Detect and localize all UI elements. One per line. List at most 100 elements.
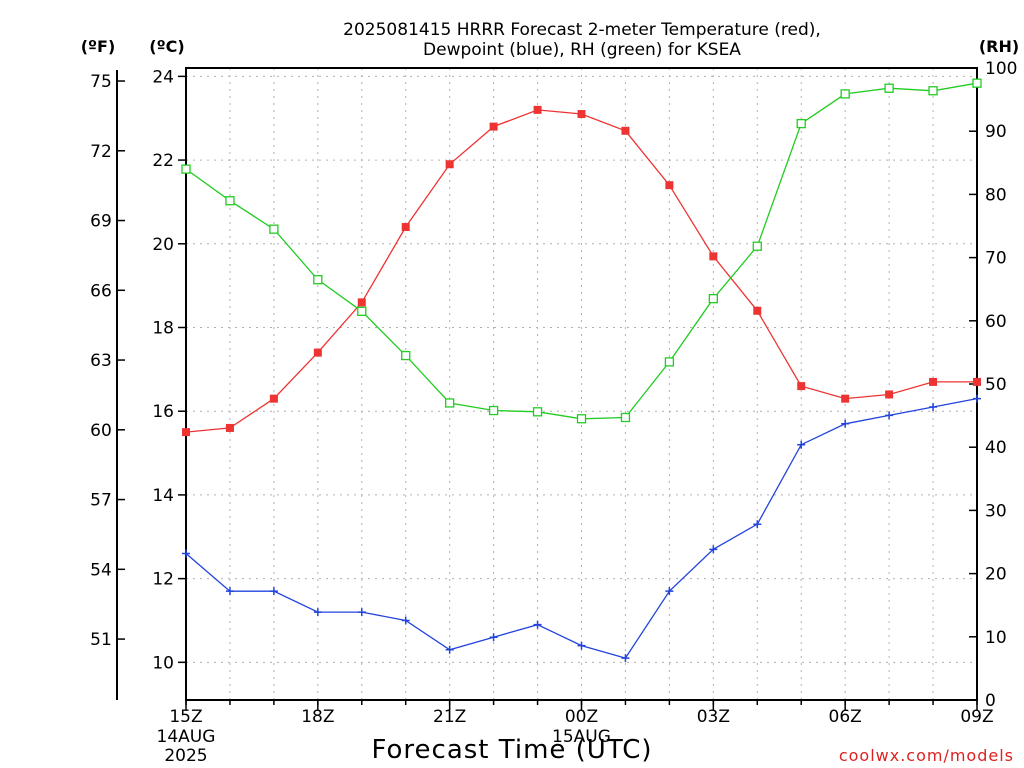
fahrenheit-tick-label: 54: [90, 560, 112, 580]
rh-point: [796, 118, 806, 129]
temperature-point: [841, 394, 850, 403]
dewpoint-point: [753, 520, 762, 529]
x-tick-label: 18Z: [301, 707, 334, 727]
dewpoint-point: [225, 587, 234, 596]
dewpoint-point: [533, 620, 542, 629]
dewpoint-point: [401, 616, 410, 625]
dewpoint-line: [185, 397, 978, 659]
temperature-point: [401, 223, 410, 232]
celsius-tick-label: 18: [152, 318, 174, 338]
rh-point: [620, 412, 631, 423]
rh-tick-label: 80: [985, 185, 1007, 205]
x-date-label: 14AUG: [157, 727, 216, 747]
rh-tick-label: 90: [985, 122, 1007, 142]
x-tick-label: 00Z: [565, 707, 598, 727]
temperature-point: [929, 377, 938, 386]
fahrenheit-tick-label: 63: [90, 351, 112, 371]
temperature-point: [533, 105, 542, 114]
x-tick-label: 15Z: [169, 707, 202, 727]
celsius-tick-label: 20: [152, 235, 174, 255]
rh-tick-label: 60: [985, 312, 1007, 332]
x-tick-label: 03Z: [697, 707, 730, 727]
dewpoint-point: [577, 641, 586, 650]
dewpoint-point: [797, 440, 806, 449]
rh-point: [928, 86, 938, 96]
rh-tick-label: 20: [985, 565, 1007, 585]
rh-unit-label: (RH): [979, 37, 1019, 56]
x-tick-label: 06Z: [829, 707, 862, 727]
rh-tick-label: 30: [985, 501, 1007, 521]
celsius-tick-label: 16: [152, 402, 174, 422]
dewpoint-point: [841, 419, 850, 428]
temperature-point: [797, 382, 806, 391]
temperature-point: [709, 252, 718, 261]
rh-point: [972, 78, 982, 88]
rh-point: [445, 398, 455, 408]
rh-point: [401, 350, 411, 361]
rh-point: [884, 83, 894, 93]
rh-point: [752, 241, 762, 251]
fahrenheit-tick-label: 60: [90, 421, 112, 441]
rh-point: [269, 224, 279, 234]
temperature-point: [269, 394, 278, 403]
fahrenheit-tick-label: 69: [90, 212, 112, 232]
rh-tick-label: 0: [985, 691, 996, 711]
dewpoint-point: [665, 587, 674, 596]
dewpoint-point: [313, 608, 322, 617]
fahrenheit-tick-label: 75: [90, 72, 112, 92]
x-tick-label: 09Z: [960, 707, 993, 727]
temperature-point: [621, 126, 630, 135]
rh-tick-label: 10: [985, 628, 1007, 648]
dewpoint-point: [973, 394, 981, 403]
temperature-point: [313, 348, 322, 357]
rh-tick-label: 70: [985, 249, 1007, 269]
rh-tick-label: 40: [985, 438, 1007, 458]
celsius-unit-label: (ºC): [149, 37, 184, 56]
x-year-label: 2025: [164, 746, 207, 766]
celsius-tick-label: 14: [152, 486, 174, 506]
temperature-point: [489, 122, 498, 131]
x-tick-label: 21Z: [433, 707, 466, 727]
dewpoint-point: [357, 608, 366, 617]
rh-point: [357, 306, 367, 316]
fahrenheit-tick-label: 51: [90, 630, 112, 650]
fahrenheit-tick-label: 57: [90, 491, 112, 511]
chart-title-line-1: 2025081415 HRRR Forecast 2-meter Tempera…: [343, 20, 821, 40]
rh-point: [664, 357, 675, 367]
celsius-tick-label: 12: [152, 570, 174, 590]
rh-point: [576, 414, 587, 424]
rh-point: [225, 196, 235, 206]
rh-point: [708, 294, 718, 304]
rh-tick-label: 100: [985, 59, 1017, 79]
temperature-point: [182, 428, 190, 437]
x-date-label: 15AUG: [552, 727, 611, 747]
celsius-tick-label: 24: [152, 67, 174, 87]
temperature-point: [973, 377, 981, 386]
rh-point: [313, 275, 323, 285]
fahrenheit-tick-label: 72: [90, 142, 112, 162]
rh-point: [532, 407, 543, 417]
fahrenheit-unit-label: (ºF): [81, 37, 116, 56]
x-axis-title: Forecast Time (UTC): [371, 735, 652, 765]
celsius-tick-label: 10: [152, 653, 174, 673]
dewpoint-point: [929, 403, 938, 412]
temperature-point: [357, 298, 366, 307]
temperature-point: [885, 390, 894, 399]
rh-point: [488, 405, 499, 416]
dewpoint-point: [621, 654, 630, 663]
axes-layer: 10 12 14 16 18 20 22 24 51 54 57 60 63 66 69 72 75 0 10 20 3…: [90, 59, 1017, 766]
rh-point: [840, 89, 850, 99]
rh-point: [181, 164, 191, 174]
dewpoint-point: [709, 545, 718, 554]
credit-text: coolwx.com/models: [839, 746, 1014, 765]
dewpoint-point: [445, 645, 454, 654]
chart-title-line-2: Dewpoint (blue), RH (green) for KSEA: [423, 40, 741, 60]
dewpoint-point: [182, 549, 190, 558]
series-layer: [181, 78, 982, 663]
celsius-tick-label: 22: [152, 151, 174, 171]
dewpoint-point: [269, 587, 278, 596]
dewpoint-point: [885, 411, 894, 420]
temperature-point: [225, 423, 234, 432]
temperature-point: [577, 110, 586, 119]
